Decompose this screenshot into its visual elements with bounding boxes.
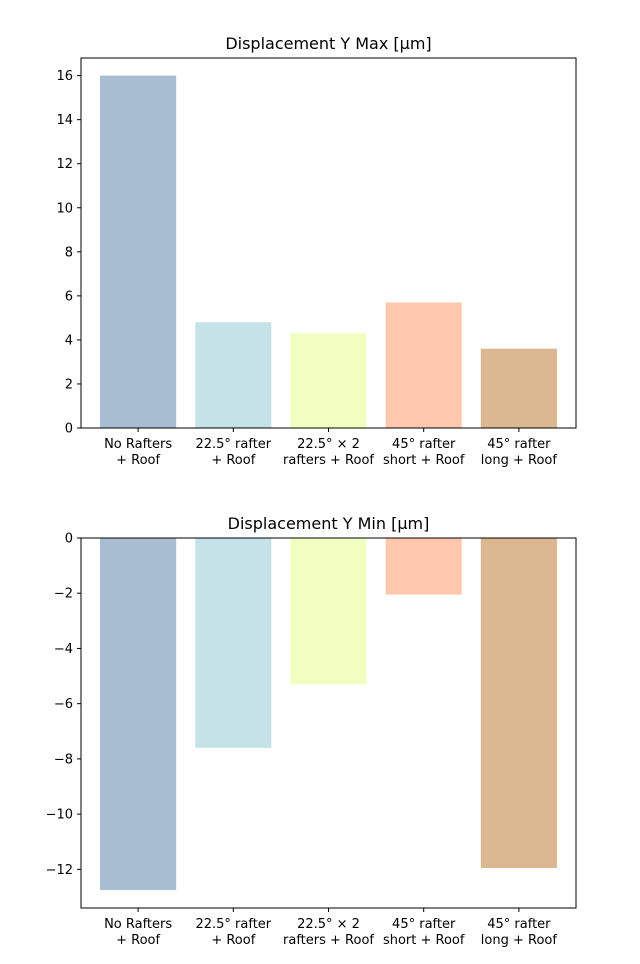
x-tick-label: 22.5° rafter + Roof <box>195 917 271 948</box>
bar-1 <box>100 75 177 429</box>
bar-4 <box>385 302 462 428</box>
y-tick-label: −12 <box>46 863 73 878</box>
x-tick-label-line: long + Roof <box>481 453 558 468</box>
x-tick-label: 22.5° × 2 rafters + Roof <box>283 917 374 948</box>
bar-5 <box>480 348 557 428</box>
y-tick-label: −8 <box>54 752 73 767</box>
chart-title: Displacement Y Max [µm] <box>225 34 431 53</box>
x-tick-label-line: + Roof <box>211 453 255 468</box>
bar-1 <box>100 538 177 891</box>
y-tick-label: 16 <box>56 69 73 84</box>
x-tick-label-line: 45° rafter <box>392 917 456 932</box>
y-tick-label: 2 <box>65 377 73 392</box>
y-tick-label: −2 <box>54 587 73 602</box>
x-tick-label-line: + Roof <box>116 453 160 468</box>
x-tick-label-line: rafters + Roof <box>283 453 374 468</box>
x-tick-label-line: 45° rafter <box>392 437 456 452</box>
subplot-2: Displacement Y Min [µm] 0 −2 −4 −6 −8 −10 −12 No… <box>46 514 577 948</box>
x-tick-label: No Rafters + Roof <box>104 917 172 948</box>
bar-3 <box>290 538 367 685</box>
x-tick-label: No Rafters + Roof <box>104 437 172 468</box>
x-tick-label: 45° rafter short + Roof <box>383 437 465 468</box>
x-tick-label-line: + Roof <box>116 933 160 948</box>
subplot-1: Displacement Y Max [µm] 0 2 4 6 8 10 12 14 16 No R… <box>56 34 577 468</box>
y-tick-label: 0 <box>65 532 73 547</box>
x-tick-label-line: 22.5° × 2 <box>297 917 360 932</box>
x-tick-label-line: 22.5° rafter <box>195 437 271 452</box>
x-tick-label: 45° rafter long + Roof <box>481 437 558 468</box>
bar-2 <box>195 538 272 748</box>
x-tick-label-line: 22.5° rafter <box>195 917 271 932</box>
x-tick-label: 22.5° rafter + Roof <box>195 437 271 468</box>
x-tick-label-line: 45° rafter <box>487 917 551 932</box>
x-tick-label: 22.5° × 2 rafters + Roof <box>283 437 374 468</box>
y-tick-label: 8 <box>65 245 73 260</box>
x-tick-label: 45° rafter long + Roof <box>481 917 558 948</box>
y-tick-label: 12 <box>56 157 73 172</box>
x-tick-label-line: + Roof <box>211 933 255 948</box>
x-tick-label-line: No Rafters <box>104 437 172 452</box>
x-tick-label-line: short + Roof <box>383 933 465 948</box>
y-tick-label: −6 <box>54 697 73 712</box>
x-tick-label-line: No Rafters <box>104 917 172 932</box>
x-tick-label-line: 45° rafter <box>487 437 551 452</box>
bar-3 <box>290 333 367 428</box>
y-tick-label: 14 <box>56 113 73 128</box>
x-tick-label: 45° rafter short + Roof <box>383 917 465 948</box>
x-tick-label-line: 22.5° × 2 <box>297 437 360 452</box>
x-tick-label-line: rafters + Roof <box>283 933 374 948</box>
y-tick-label: 10 <box>56 201 73 216</box>
x-tick-label-line: short + Roof <box>383 453 465 468</box>
bar-4 <box>385 538 462 595</box>
y-tick-label: 4 <box>65 333 73 348</box>
chart-title: Displacement Y Min [µm] <box>228 514 430 533</box>
y-tick-label: −10 <box>46 808 73 823</box>
bar-5 <box>480 538 557 868</box>
bar-2 <box>195 322 272 428</box>
y-tick-label: −4 <box>54 642 73 657</box>
y-tick-label: 6 <box>65 289 73 304</box>
x-tick-label-line: long + Roof <box>481 933 558 948</box>
y-tick-label: 0 <box>65 422 73 437</box>
